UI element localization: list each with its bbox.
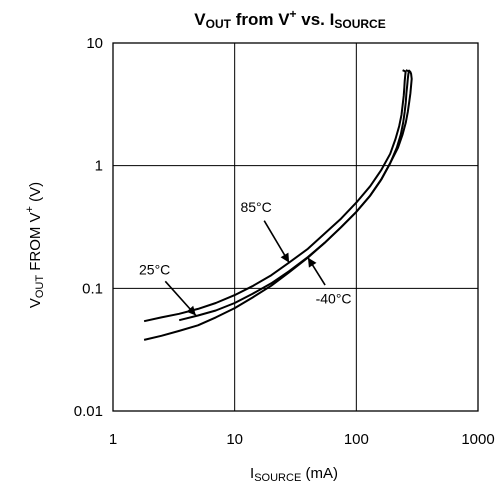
x-tick-label: 100 [344,431,369,448]
x-axis-label: ISOURCE (mA) [250,465,338,484]
series-line [178,69,410,322]
y-tick-label: 10 [86,35,103,52]
series-line [143,69,407,323]
annotation-arrowhead [307,257,317,268]
annotation-arrowhead [186,305,196,316]
annotation-label: 25°C [139,261,170,277]
x-tick-label: 1 [109,431,117,448]
y-tick-label: 0.1 [82,280,103,297]
annotation-arrowhead [280,252,290,263]
grid-lines [112,42,479,412]
annotation-label: 85°C [240,199,271,215]
y-tick-label: 0.01 [74,403,103,420]
annotation-label: -40°C [316,291,352,307]
plot-frame [112,42,479,412]
y-tick-labels: 0.01 0.1 1 10 [74,35,103,420]
y-axis-label: VOUT FROM V+ (V) [24,182,46,308]
chart-title: VOUT from V+ vs. ISOURCE [194,7,385,31]
series-line [143,69,413,341]
y-tick-label: 1 [95,158,103,175]
x-tick-label: 10 [226,431,243,448]
series-lines [143,69,413,341]
x-tick-labels: 1 10 100 1000 [109,431,495,448]
annotations: 85°C 25°C -40°C [139,199,352,317]
x-tick-label: 1000 [461,431,494,448]
